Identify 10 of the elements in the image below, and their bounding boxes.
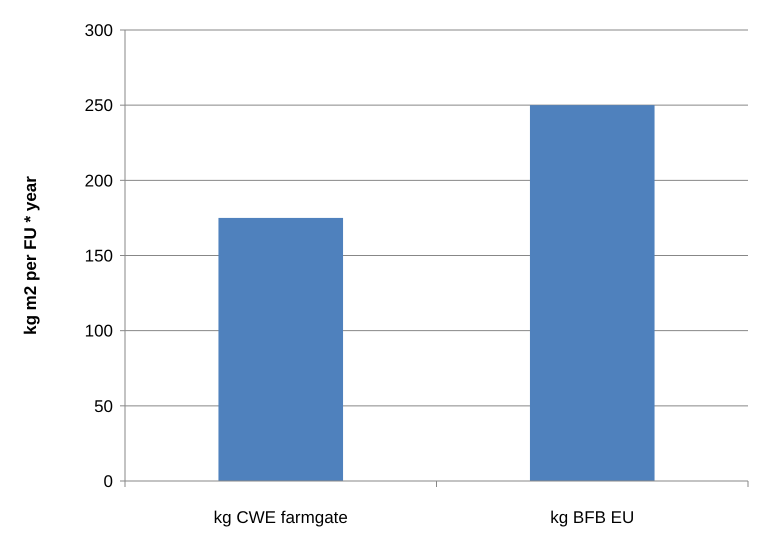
y-tick-label: 300 <box>84 20 113 40</box>
y-tick-label: 150 <box>84 246 113 266</box>
y-axis-title: kg m2 per FU * year <box>21 176 40 335</box>
x-tick-label: kg BFB EU <box>550 508 634 527</box>
y-tick-label: 100 <box>84 322 113 341</box>
y-tick-label: 0 <box>104 472 113 491</box>
x-tick-label: kg CWE farmgate <box>214 508 348 527</box>
y-tick-label: 200 <box>84 171 113 190</box>
y-tick-label: 250 <box>84 96 113 116</box>
y-tick-label: 50 <box>94 396 113 416</box>
